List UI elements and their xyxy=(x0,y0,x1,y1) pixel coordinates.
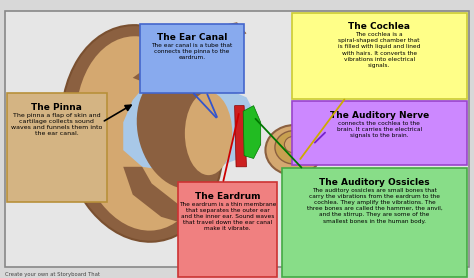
Text: The ear canal is a tube that
connects the pinna to the
eardrum.: The ear canal is a tube that connects th… xyxy=(151,43,233,61)
Ellipse shape xyxy=(284,136,303,153)
FancyBboxPatch shape xyxy=(292,13,467,99)
Ellipse shape xyxy=(75,36,209,231)
FancyBboxPatch shape xyxy=(5,11,469,267)
Ellipse shape xyxy=(265,125,322,175)
Text: The Cochlea: The Cochlea xyxy=(348,22,410,31)
Text: The Eardrum: The Eardrum xyxy=(195,192,260,201)
FancyBboxPatch shape xyxy=(140,24,244,93)
Polygon shape xyxy=(235,106,246,167)
Text: connects the cochlea to the
brain. It carries the electrical
signals to the brai: connects the cochlea to the brain. It ca… xyxy=(337,121,422,138)
Text: The pinna a flap of skin and
cartilage collects sound
waves and funnels them int: The pinna a flap of skin and cartilage c… xyxy=(11,113,102,136)
FancyBboxPatch shape xyxy=(7,93,107,202)
Ellipse shape xyxy=(137,73,224,189)
Polygon shape xyxy=(133,22,246,89)
Polygon shape xyxy=(123,78,261,172)
Text: Create your own at Storyboard That: Create your own at Storyboard That xyxy=(5,272,100,277)
Text: The Auditory Ossicles: The Auditory Ossicles xyxy=(319,178,430,187)
Text: The cochlea is a
spiral-shaped chamber that
is filled with liquid and lined
with: The cochlea is a spiral-shaped chamber t… xyxy=(338,32,420,68)
FancyBboxPatch shape xyxy=(292,101,467,165)
FancyBboxPatch shape xyxy=(282,168,467,277)
Text: The Ear Canal: The Ear Canal xyxy=(157,33,227,42)
FancyBboxPatch shape xyxy=(178,182,277,277)
Polygon shape xyxy=(306,139,332,150)
Text: The Auditory Nerve: The Auditory Nerve xyxy=(329,111,429,120)
Polygon shape xyxy=(123,167,246,228)
Text: The auditory ossicles are small bones that
carry the vibrations from the eardrum: The auditory ossicles are small bones th… xyxy=(307,188,442,224)
Ellipse shape xyxy=(275,131,313,164)
Ellipse shape xyxy=(185,92,232,175)
Text: The Pinna: The Pinna xyxy=(31,103,82,112)
Ellipse shape xyxy=(61,25,223,242)
Polygon shape xyxy=(243,106,261,158)
Text: The eardrum is a thin membrane
that separates the outer ear
and the inner ear. S: The eardrum is a thin membrane that sepa… xyxy=(179,202,276,231)
